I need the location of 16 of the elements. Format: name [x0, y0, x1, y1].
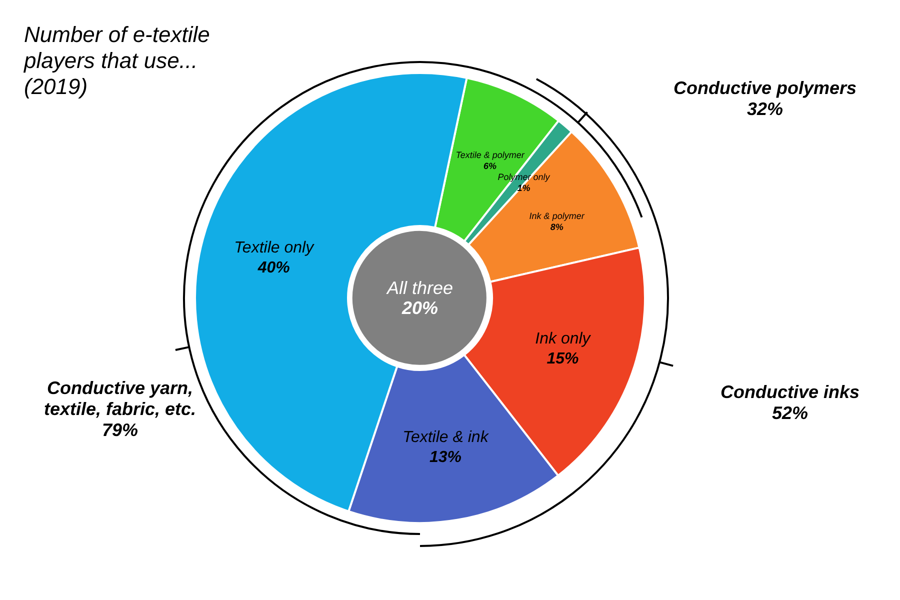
slice-label: Textile & ink — [402, 428, 490, 446]
data-label: 40% — [256, 260, 290, 277]
slice-label: Ink only — [535, 330, 592, 348]
data-label: 13% — [429, 448, 462, 466]
text: Conductive inks 52% — [719, 382, 861, 424]
data-label: 20% — [400, 298, 438, 318]
data-label: 6% — [484, 161, 497, 172]
slice-label: Textile only — [234, 240, 315, 257]
text: Conductive yarn, textile, fabric, etc. 79% — [42, 378, 198, 441]
data-label: 15% — [546, 350, 579, 368]
slice-label: All three — [386, 278, 454, 298]
slice-label: Textile & polymer — [456, 150, 526, 160]
data-label: 8% — [550, 222, 564, 232]
chart-title: Number of e-textile players that use... (2019) — [24, 22, 210, 100]
text: Conductive polymers 32% — [672, 78, 858, 120]
slice-label: Ink & polymer — [529, 211, 586, 222]
